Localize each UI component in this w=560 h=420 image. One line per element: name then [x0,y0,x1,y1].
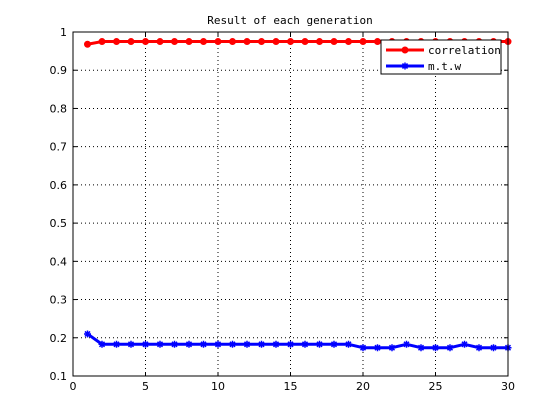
data-point [128,341,135,348]
data-point [375,39,381,45]
data-point [171,341,178,348]
data-point [128,39,134,45]
legend-swatch-marker [402,47,408,53]
y-tick-label: 0.5 [50,217,68,230]
data-point [258,341,265,348]
data-point [389,344,396,351]
data-point [432,344,439,351]
data-point [360,39,366,45]
data-point [215,39,221,45]
data-point [317,39,323,45]
data-point [259,39,265,45]
legend: correlation m.t.w [381,40,501,74]
data-point [142,341,149,348]
data-point [302,341,309,348]
data-point [374,344,381,351]
data-point [316,341,323,348]
data-point [331,341,338,348]
data-point [288,39,294,45]
data-point [186,39,192,45]
data-point [490,344,497,351]
y-tick-label: 0.2 [50,332,68,345]
legend-label: m.t.w [428,60,461,73]
legend-label: correlation [428,44,501,57]
x-tick-label: 15 [284,380,298,393]
data-point [287,341,294,348]
y-tick-label: 0.7 [50,141,68,154]
data-point [273,341,280,348]
data-point [360,344,367,351]
data-point [157,341,164,348]
data-point [157,39,163,45]
y-tick-label: 0.4 [50,255,68,268]
data-point [201,39,207,45]
data-point [186,341,193,348]
chart-title: Result of each generation [207,14,373,27]
data-point [331,39,337,45]
data-point [244,39,250,45]
x-tick-label: 5 [142,380,149,393]
y-tick-label: 1 [60,26,67,39]
y-tick-label: 0.9 [50,64,68,77]
y-tick-label: 0.8 [50,102,68,115]
data-point [85,41,91,47]
data-point [114,39,120,45]
data-point [200,341,207,348]
data-point [84,330,91,337]
y-tick-label: 0.6 [50,179,68,192]
x-tick-label: 25 [429,380,443,393]
data-point [99,341,106,348]
x-tick-label: 30 [501,380,515,393]
data-point [215,341,222,348]
y-tick-label: 0.1 [50,370,68,383]
data-point [418,344,425,351]
data-point [230,39,236,45]
data-point [244,341,251,348]
x-tick-label: 10 [211,380,225,393]
x-tick-label: 20 [356,380,370,393]
data-point [345,341,352,348]
data-point [273,39,279,45]
data-point [302,39,308,45]
data-point [476,344,483,351]
legend-swatch-marker [402,63,409,70]
data-point [447,344,454,351]
data-point [229,341,236,348]
data-point [172,39,178,45]
y-tick-label: 0.3 [50,294,68,307]
data-point [113,341,120,348]
data-point [143,39,149,45]
data-point [99,39,105,45]
data-point [403,341,410,348]
data-point [346,39,352,45]
data-point [461,341,468,348]
x-tick-label: 0 [70,380,77,393]
